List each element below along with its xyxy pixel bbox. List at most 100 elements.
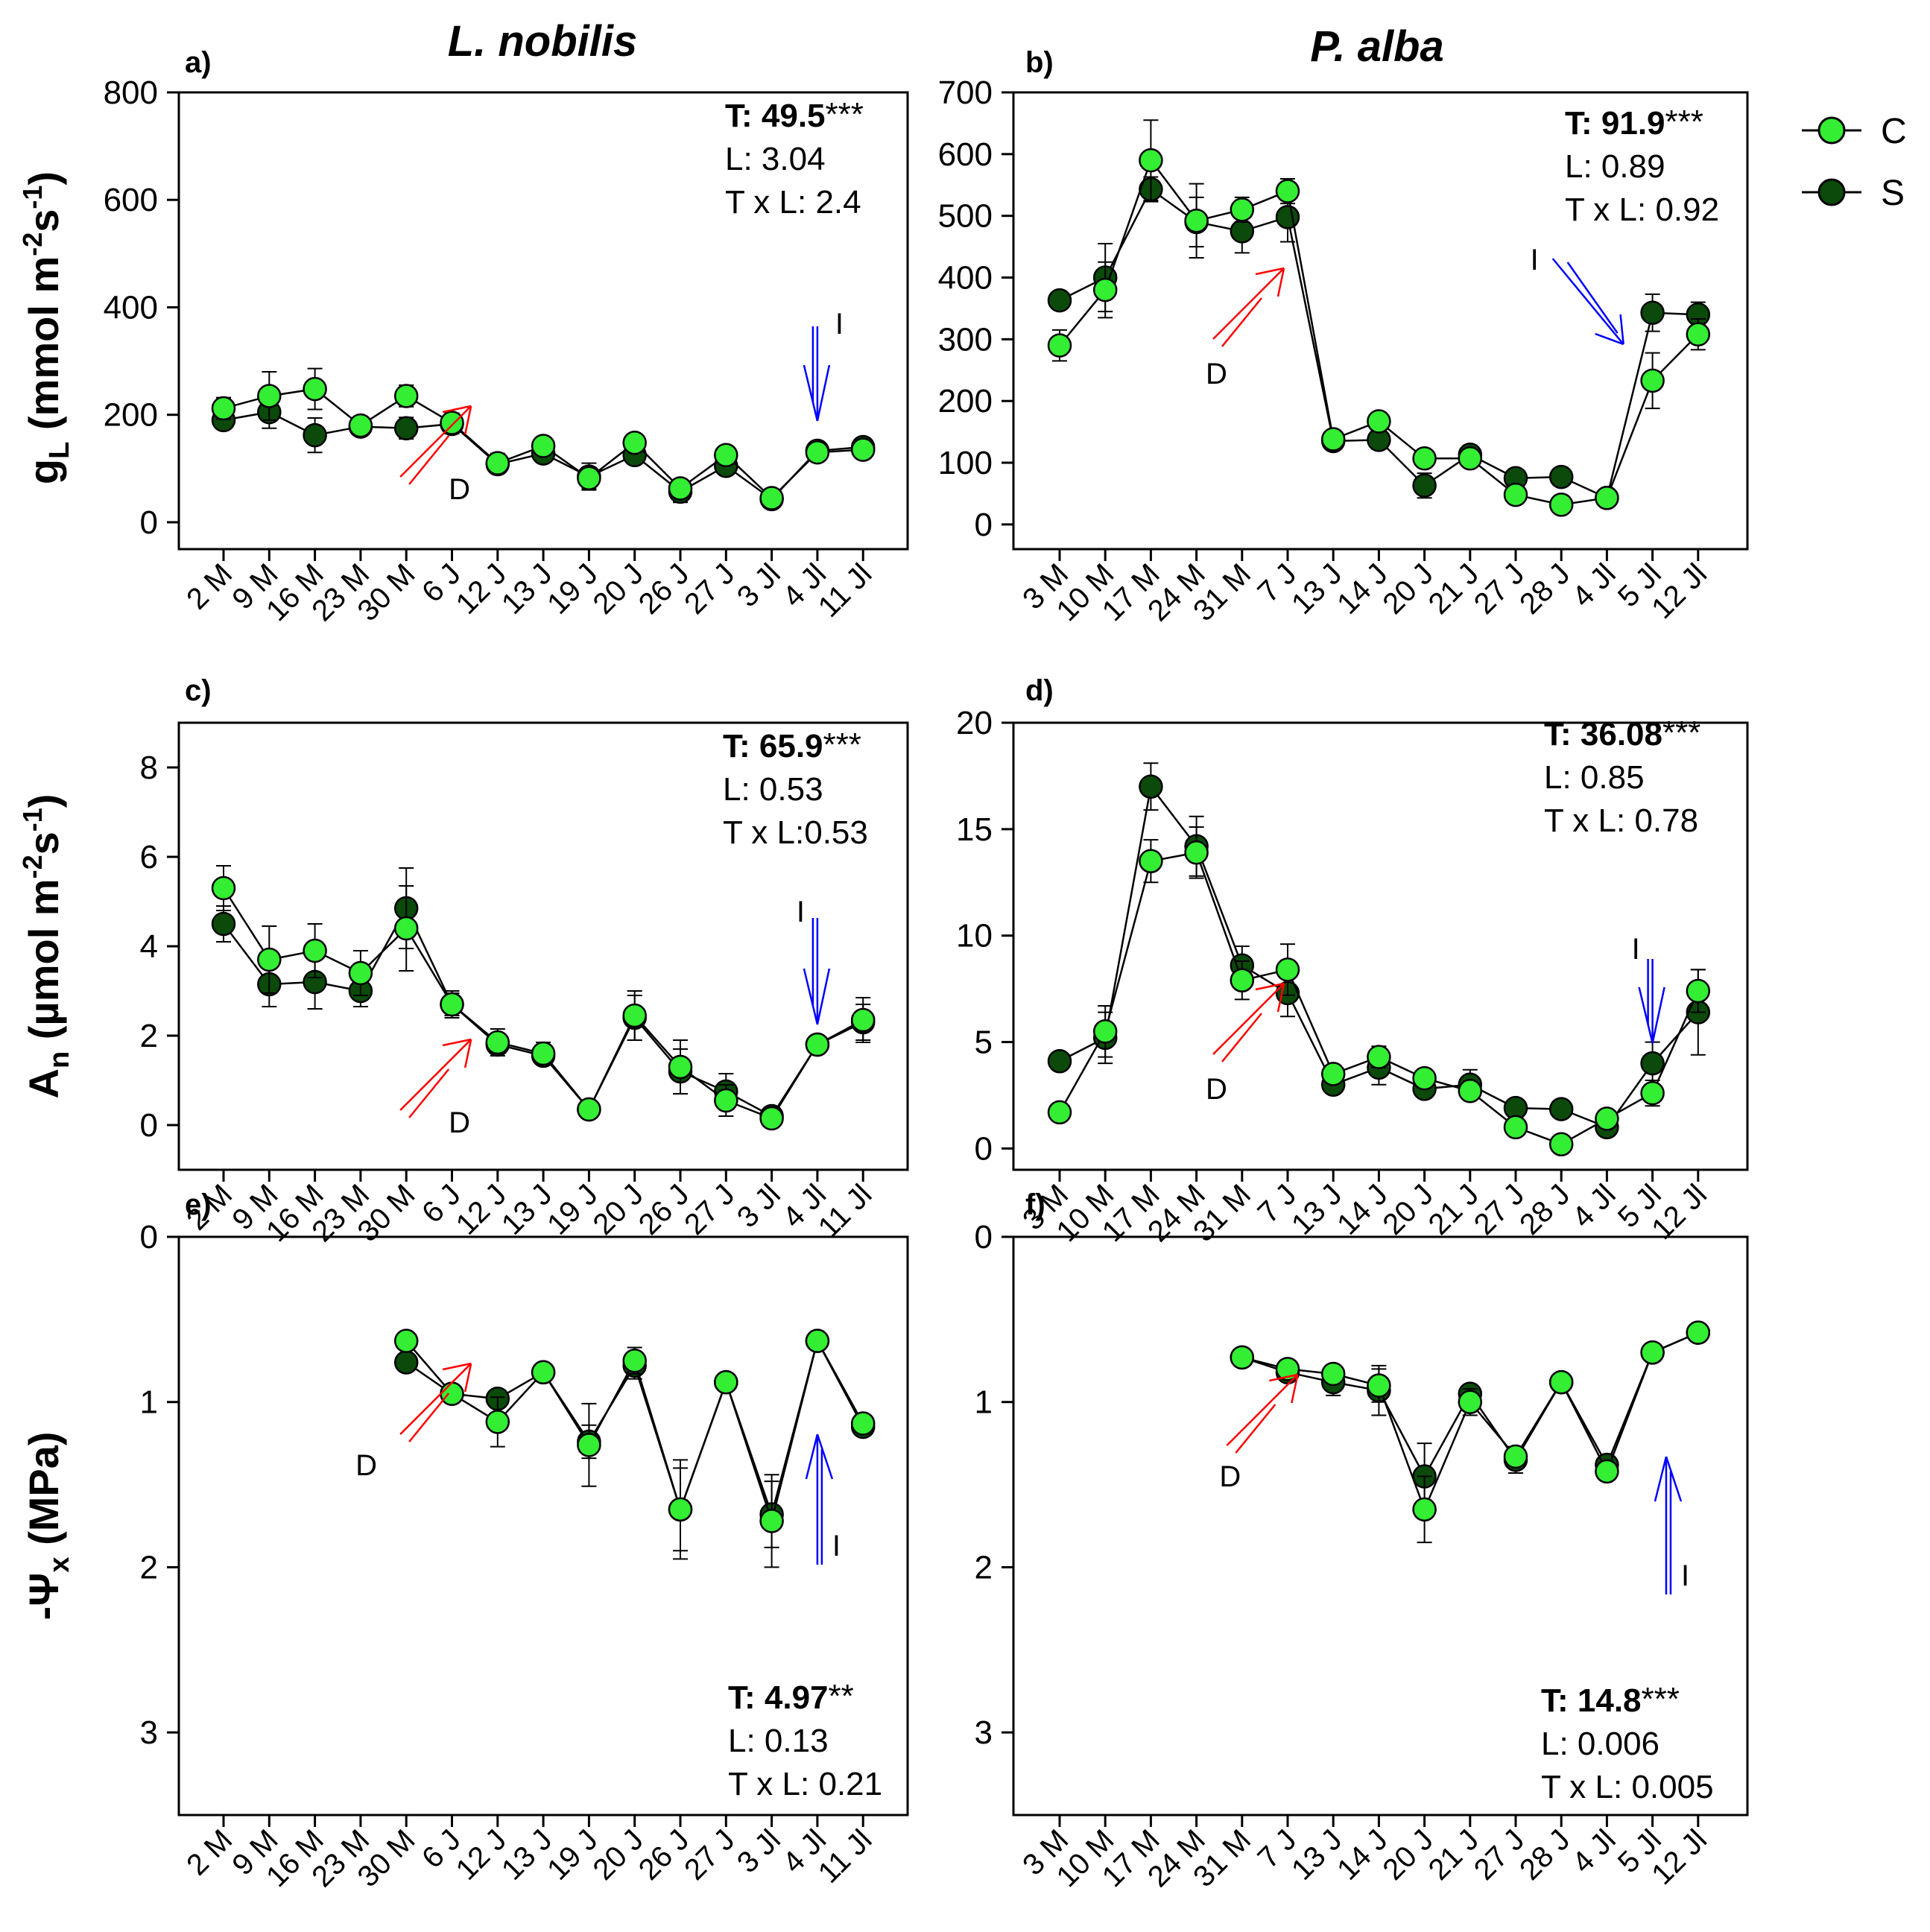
irrigation-label: I xyxy=(832,1530,841,1562)
series-C xyxy=(211,865,876,1131)
stat-txl: T x L: 0.005 xyxy=(1541,1769,1714,1805)
data-point-S xyxy=(1139,774,1163,799)
data-point-C xyxy=(1275,957,1300,982)
data-point-C xyxy=(1640,1340,1665,1365)
y-tick-label: 20 xyxy=(956,705,993,741)
panel-label: c) xyxy=(185,674,212,707)
data-point-C xyxy=(805,440,830,465)
plot-frame xyxy=(1012,1235,1749,1817)
y-tick-label: 3 xyxy=(975,1714,993,1751)
data-point-C xyxy=(1595,1106,1619,1131)
data-point-C xyxy=(759,1509,784,1533)
data-point-C xyxy=(622,1349,647,1373)
series-C xyxy=(1047,119,1711,517)
data-point-C xyxy=(1503,482,1528,507)
legend-marker-s xyxy=(1817,178,1846,206)
irrigation-label: I xyxy=(835,308,844,341)
data-point-S xyxy=(303,422,327,448)
y-tick-label: 1 xyxy=(140,1384,158,1421)
y-tick-label: 2 xyxy=(140,1018,158,1054)
data-point-C xyxy=(1092,1019,1118,1044)
stat-txl: T x L: 2.4 xyxy=(725,184,861,221)
drought-label: D xyxy=(449,473,470,506)
data-point-S xyxy=(1640,1051,1665,1076)
data-point-C xyxy=(805,1328,830,1353)
title-right: P. alba xyxy=(1310,22,1444,71)
y-tick-label: 400 xyxy=(104,289,158,326)
data-point-C xyxy=(668,1497,693,1522)
series-C xyxy=(393,1328,876,1568)
data-point-S xyxy=(1275,205,1300,229)
data-point-C xyxy=(211,396,236,421)
series-line xyxy=(222,887,864,1120)
panel-label: d) xyxy=(1025,674,1054,707)
data-point-S xyxy=(1230,219,1255,244)
stat-l: L: 0.85 xyxy=(1544,759,1645,796)
drought-arrow xyxy=(399,1362,472,1442)
y-tick-label: 2 xyxy=(975,1549,993,1586)
data-point-S xyxy=(393,1350,419,1375)
drought-arrow xyxy=(399,1038,472,1118)
x-tick-label: 3 Jl xyxy=(731,557,787,613)
drought-label: D xyxy=(1206,1073,1227,1106)
panel-label: a) xyxy=(185,46,212,79)
irrigation-label: I xyxy=(1531,244,1539,276)
y-tick-label: 800 xyxy=(104,75,158,111)
y-tick-label: 6 xyxy=(140,839,158,875)
data-point-C xyxy=(1595,1459,1619,1484)
data-point-C xyxy=(348,413,373,438)
data-point-C xyxy=(257,384,282,408)
x-tick-label: 11 Jl xyxy=(812,1823,879,1890)
stat-t: T: 14.8*** xyxy=(1541,1681,1680,1719)
y-tick-label: 0 xyxy=(975,507,993,543)
data-point-C xyxy=(1412,1497,1437,1522)
data-point-C xyxy=(485,451,510,475)
irrigation-label: I xyxy=(1632,933,1640,966)
x-tick-label: 11 Jl xyxy=(812,1178,879,1244)
x-tick-label: 4 Jl xyxy=(1566,1178,1622,1234)
data-point-C xyxy=(1686,322,1711,346)
data-point-C xyxy=(485,1030,510,1055)
x-tick-label: 12 Jl xyxy=(1645,557,1713,625)
irrigation-arrow xyxy=(1654,1456,1683,1594)
data-point-C xyxy=(348,960,373,986)
drought-arrow xyxy=(1212,982,1285,1062)
stat-t: T: 65.9*** xyxy=(723,726,861,764)
drought-arrow xyxy=(399,405,472,485)
drought-arrow xyxy=(1212,267,1285,347)
irrigation-arrow xyxy=(803,918,831,1025)
y-tick-label: 0 xyxy=(140,1219,158,1255)
y-tick-label: 700 xyxy=(938,75,993,111)
data-point-C xyxy=(714,1088,738,1113)
y-tick-label: 0 xyxy=(975,1219,993,1255)
data-point-C xyxy=(1458,446,1483,471)
data-point-C xyxy=(1640,368,1665,393)
data-point-C xyxy=(1412,446,1437,471)
data-point-C xyxy=(1275,179,1300,203)
series-C xyxy=(211,367,876,510)
y-tick-label: 100 xyxy=(938,445,993,481)
y-tick-label: 5 xyxy=(975,1024,993,1061)
data-point-C xyxy=(1503,1444,1528,1469)
data-point-C xyxy=(1686,1320,1711,1345)
irrigation-arrow xyxy=(1638,959,1665,1044)
series-S xyxy=(211,867,876,1129)
data-point-C xyxy=(393,916,419,941)
y-label-psi: -Ψx (MPa) xyxy=(20,1431,75,1620)
data-point-C xyxy=(622,1003,647,1028)
y-tick-label: 3 xyxy=(140,1714,158,1751)
irrigation-label: I xyxy=(797,896,805,928)
stat-l: L: 0.13 xyxy=(728,1723,829,1759)
stat-txl: T x L: 0.92 xyxy=(1565,191,1719,228)
stat-txl: T x L: 0.78 xyxy=(1544,802,1698,839)
y-tick-label: 1 xyxy=(975,1384,993,1421)
data-point-C xyxy=(759,486,784,510)
data-point-C xyxy=(1458,1390,1483,1414)
y-tick-label: 2 xyxy=(140,1549,158,1586)
data-point-C xyxy=(1230,197,1255,222)
